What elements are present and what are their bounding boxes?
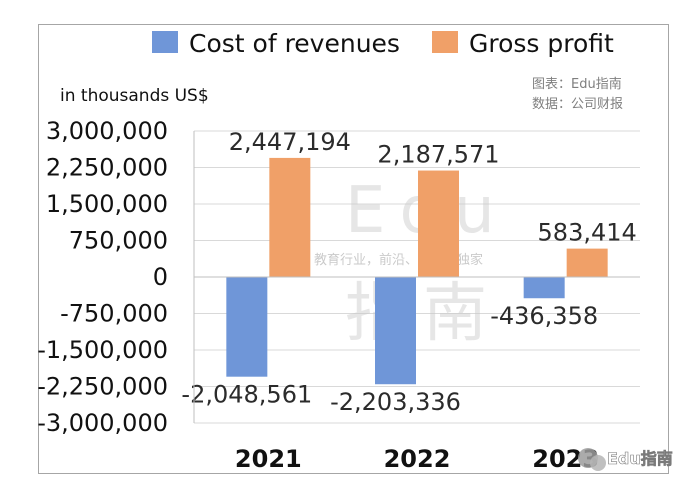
legend-swatch-gross-profit (432, 31, 458, 53)
grid-lines (194, 130, 640, 424)
data-label: 2,447,194 (229, 128, 351, 156)
data-label: 2,187,571 (377, 141, 499, 169)
brand-logo-text: Edu指南 (607, 449, 673, 468)
y-tick-label: -3,000,000 (37, 409, 168, 437)
y-tick-label: -1,500,000 (37, 336, 168, 364)
chart-source-line1: 图表：Edu指南 (532, 76, 622, 92)
watermark-zhinan: 指南 (345, 277, 501, 351)
legend: Cost of revenues Gross profit (152, 29, 614, 58)
y-tick-label: 3,000,000 (46, 117, 168, 145)
x-tick-label: 2022 (384, 445, 451, 473)
legend-label-gross-profit: Gross profit (469, 29, 614, 58)
bar-cost-of-revenues-2023 (523, 277, 565, 299)
y-tick-label: -2,250,000 (37, 373, 168, 401)
y-tick-label: 750,000 (69, 227, 168, 255)
data-label: -2,048,561 (181, 381, 312, 409)
chart-frame (38, 24, 669, 474)
y-tick-label: 1,500,000 (46, 190, 168, 218)
bar-gross-profit-2021 (269, 157, 311, 277)
chart-source-line2: 数据：公司财报 (532, 97, 623, 112)
brand-logo: Edu指南 (578, 448, 673, 471)
bar-cost-of-revenues-2021 (226, 277, 268, 377)
bars (226, 157, 608, 385)
bar-cost-of-revenues-2022 (375, 277, 416, 385)
data-label: -436,358 (490, 302, 598, 330)
y-axis-unit-label: in thousands US$ (60, 86, 209, 106)
y-tick-label: 0 (153, 263, 168, 291)
legend-label-cost-of-revenues: Cost of revenues (189, 29, 400, 58)
axes: 3,000,000 2,250,000 1,500,000 750,000 0 -750,… (37, 117, 640, 473)
bar-gross-profit-2023 (566, 248, 608, 277)
wechat-icon-bubble (590, 455, 606, 471)
y-tick-label: 2,250,000 (46, 154, 168, 182)
y-tick-label: -750,000 (60, 300, 168, 328)
data-label: -2,203,336 (330, 388, 461, 416)
bar-gross-profit-2022 (418, 170, 459, 277)
data-label: 583,414 (538, 219, 637, 247)
x-tick-label: 2021 (235, 445, 302, 473)
legend-swatch-cost-of-revenues (152, 31, 178, 53)
data-labels: -2,048,561 2,447,194 -2,203,336 2,187,571 -4… (181, 128, 636, 416)
